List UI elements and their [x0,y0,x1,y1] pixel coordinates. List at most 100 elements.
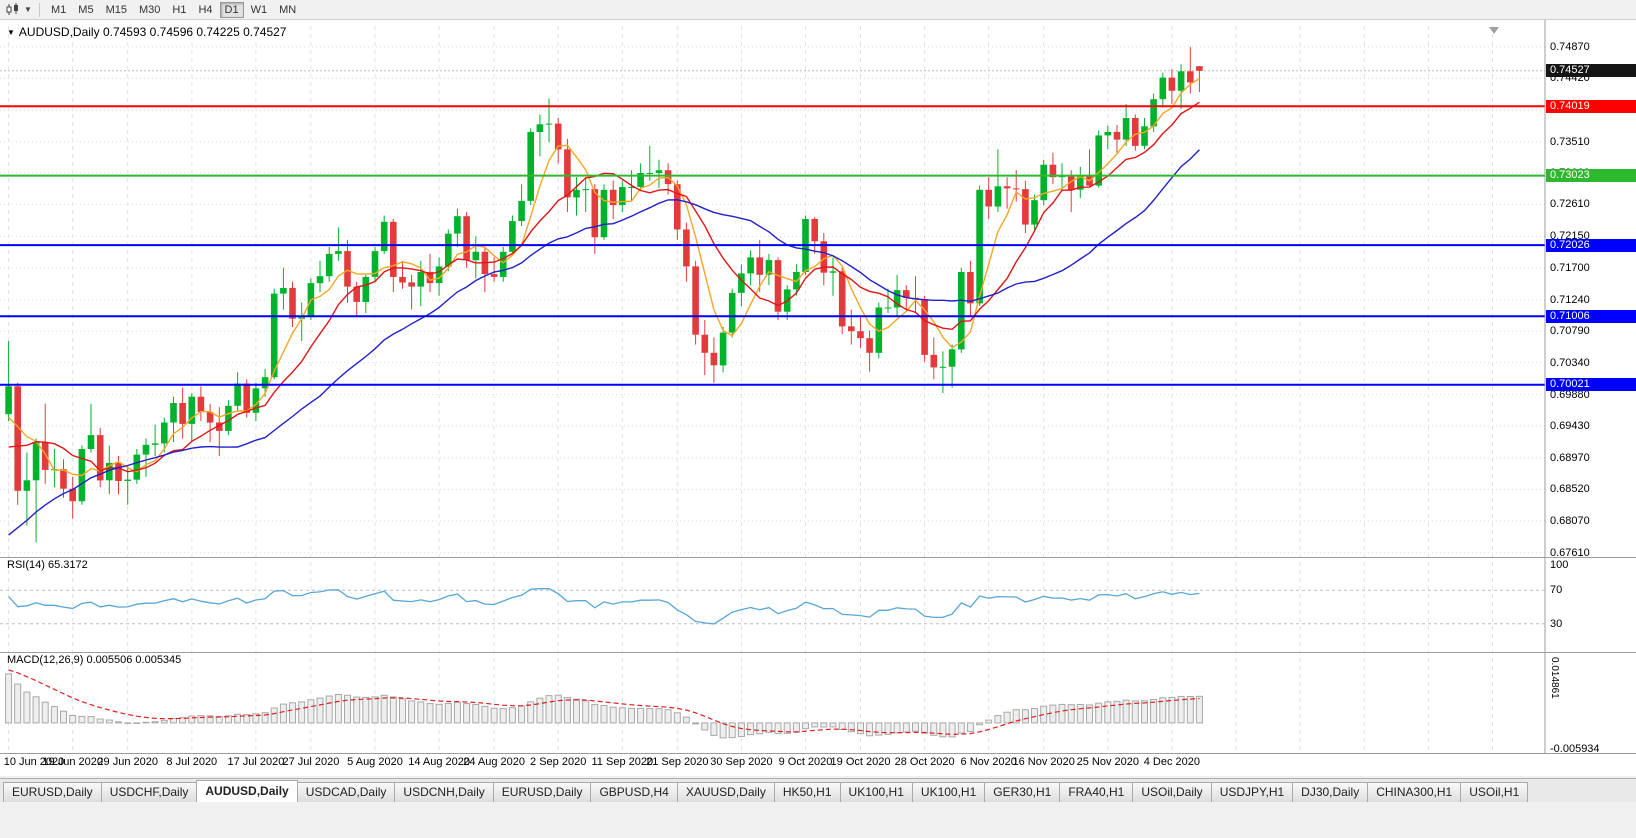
chart-tab[interactable]: EURUSD,Daily [492,782,592,802]
chart-tab[interactable]: HK50,H1 [773,782,841,802]
timeframe-button-h1[interactable]: H1 [172,3,187,16]
chart-tab[interactable]: GBPUSD,H4 [590,782,678,802]
timeframe-button-m15[interactable]: M15 [105,3,127,16]
candle-body [124,479,131,481]
chart-tab[interactable]: AUDUSD,Daily [196,780,298,802]
candle-body [1104,131,1112,136]
macd-histogram-bar [133,722,141,724]
candle-body [417,272,425,287]
chart-tab[interactable]: UK100,H1 [839,782,913,802]
macd-histogram-bar [481,705,489,724]
macd-histogram-bar [527,701,535,724]
macd-histogram-bar [618,707,626,724]
candle-body [600,189,608,238]
macd-histogram-bar [490,707,498,724]
price-scale-label: 0.70340 [1550,356,1590,369]
candle-body [142,444,150,455]
candle-body [747,257,754,274]
chart-tab[interactable]: USDCHF,Daily [100,782,198,802]
macd-histogram-bar [353,696,361,724]
macd-histogram-bar [444,703,452,724]
timeframe-toolbar: ▼ M1 M5 M15 M30 H1 H4 D1 W1 MN [0,0,1636,20]
candle-body [958,272,965,350]
timeframe-button-m5[interactable]: M5 [78,3,94,16]
candle-body [490,274,498,277]
date-axis-label: 25 Nov 2020 [1076,756,1139,768]
macd-histogram-bar [261,712,269,724]
chart-type-dropdown-caret-icon[interactable]: ▼ [24,5,32,14]
chart-menu-arrow-icon[interactable]: ▼ [7,28,15,37]
chart-tab[interactable]: DJ30,Daily [1292,782,1369,802]
candle-body [765,260,773,275]
chart-tab[interactable]: USOil,Daily [1132,782,1212,802]
candle-body [161,422,168,444]
chart-canvas[interactable] [0,20,1636,776]
candle-body [197,396,205,412]
chart-tab[interactable]: UK100,H1 [911,782,986,802]
timeframe-button-d1[interactable]: D1 [219,1,244,18]
price-scale-label: 0.67610 [1550,546,1590,559]
candle-body [527,131,534,201]
chart-tab[interactable]: GER30,H1 [984,782,1061,802]
candle-body [133,454,141,480]
candle-body [170,403,177,423]
timeframe-button-m30[interactable]: M30 [138,3,161,16]
timeframe-button-w1[interactable]: W1 [250,3,268,16]
macd-histogram-bar [179,717,187,724]
candle-body [5,386,12,415]
chart-tab[interactable]: EURUSD,Daily [3,782,102,802]
candle-body [243,383,250,413]
macd-histogram-bar [976,722,984,726]
chart-tab[interactable]: USOil,H1 [1460,782,1529,802]
macd-histogram-bar [151,721,159,724]
candle-body [261,377,269,389]
date-axis-label: 27 Jul 2020 [282,756,340,768]
timeframe-button-m1[interactable]: M1 [51,3,67,16]
chart-tab[interactable]: XAUUSD,Daily [676,782,775,802]
candle-body [848,326,855,332]
candle-body [903,290,910,298]
macd-histogram-bar [554,694,562,724]
candle-body [554,123,562,150]
chart-tab[interactable]: CHINA300,H1 [1367,782,1462,802]
candle-body [573,189,580,198]
macd-histogram-bar [472,704,480,724]
chart-tab-bar: EURUSD,Daily USDCHF,Daily AUDUSD,Daily USDC… [0,778,1636,802]
macd-histogram-bar [1122,699,1130,724]
macd-histogram-bar [966,722,974,733]
chart-tab[interactable]: FRA40,H1 [1059,782,1134,802]
candle-body [875,307,883,353]
chart-shift-marker-icon[interactable] [1489,27,1499,34]
macd-histogram-bar [811,722,819,728]
macd-histogram-bar [1049,704,1057,724]
macd-histogram-bar [1159,697,1167,724]
ma-line-slow [8,149,1200,536]
candle-body [335,251,342,254]
chart-tab[interactable]: USDCNH,Daily [394,782,494,802]
candle-body [1141,126,1148,146]
macd-histogram-bar [994,715,1002,724]
macd-histogram-bar [105,719,113,724]
candle-body [151,443,159,445]
candle-body [445,233,452,267]
macd-histogram-bar [893,722,901,734]
macd-histogram-bar [719,722,727,739]
macd-histogram-bar [160,719,168,724]
candle-body [994,186,1002,207]
macd-histogram-bar [499,708,507,724]
candle-body [967,272,974,304]
macd-indicator-label: MACD(12,26,9) 0.005506 0.005345 [7,654,182,666]
chart-type-icon[interactable] [4,2,22,18]
chart-tab[interactable]: USDCAD,Daily [296,782,396,802]
macd-histogram-bar [847,722,855,733]
date-axis-label: 14 Aug 2020 [408,756,470,768]
macd-histogram-bar [545,695,553,724]
rsi-scale-label: 70 [1550,584,1563,597]
price-scale-label: 0.68520 [1550,483,1590,496]
chart-tab[interactable]: USDJPY,H1 [1210,782,1294,802]
timeframe-button-mn[interactable]: MN [279,3,297,16]
chart-title: ▼ AUDUSD,Daily 0.74593 0.74596 0.74225 0.… [7,25,286,39]
timeframe-button-h4[interactable]: H4 [198,3,213,16]
candle-body [1095,135,1102,186]
